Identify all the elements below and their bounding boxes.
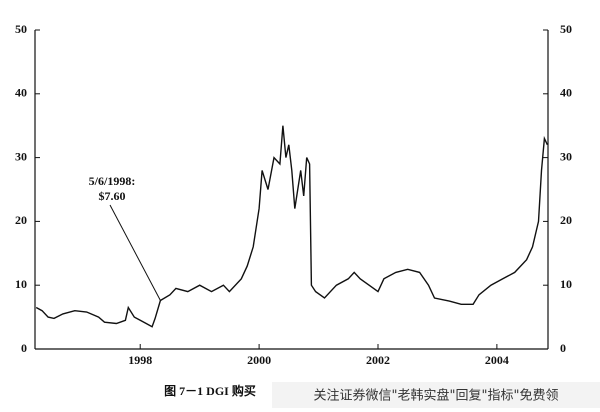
watermark-box [272,382,600,408]
y-tick-label: 30 [15,149,27,163]
x-tick-label: 2000 [247,353,271,367]
caption: 图 7－1 DGI 购买 [164,383,256,398]
y2-tick-label: 40 [560,86,572,100]
y2-tick-label: 0 [560,341,566,355]
y-tick-label: 50 [15,22,27,36]
price-line [35,125,549,328]
annotation-text: 5/6/1998: [89,174,136,188]
annotation-arrow [109,204,161,301]
y-tick-label: 0 [21,341,27,355]
x-tick-label: 2002 [366,353,390,367]
y-tick-label: 20 [15,213,27,227]
x-tick-label: 1998 [128,353,152,367]
y-tick-label: 10 [15,277,27,291]
annotation-text: $7.60 [99,189,126,203]
watermark: 关注证券微信"老韩实盘"回复"指标"免费领 [314,388,559,404]
y2-tick-label: 10 [560,277,572,291]
y-tick-label: 40 [15,86,27,100]
y2-tick-label: 50 [560,22,572,36]
y2-tick-label: 30 [560,149,572,163]
x-tick-label: 2004 [485,353,509,367]
y2-tick-label: 20 [560,213,572,227]
